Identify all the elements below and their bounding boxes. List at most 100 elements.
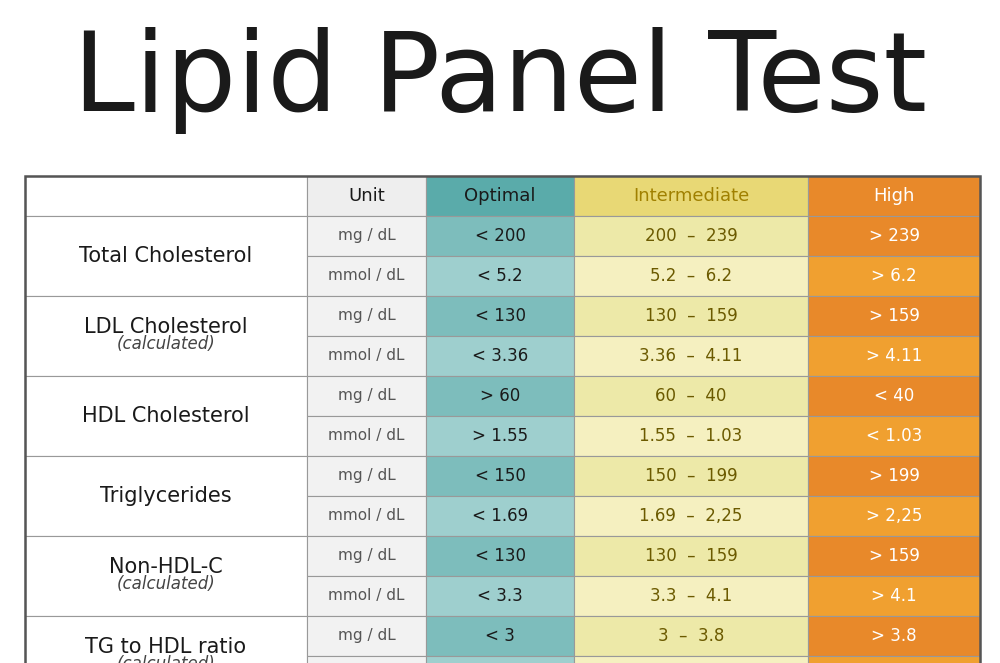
Text: 3  –  3.8: 3 – 3.8 [658,627,724,644]
Text: mmol / dL: mmol / dL [328,428,405,443]
Bar [307,335,426,376]
Text: mmol / dL: mmol / dL [328,509,405,523]
Text: < 1.69: < 1.69 [472,507,528,524]
Bar [574,256,808,296]
Bar [426,376,574,416]
Text: Optimal: Optimal [464,187,536,205]
Text: > 6.2: > 6.2 [871,267,917,284]
Bar [25,455,307,536]
Bar [808,335,980,376]
Bar [426,296,574,335]
Bar [426,256,574,296]
Bar [574,215,808,256]
Bar [307,496,426,536]
Bar [574,575,808,616]
Bar [25,376,307,455]
Bar [574,616,808,656]
Text: < 3: < 3 [485,627,515,644]
Text: > 3.8: > 3.8 [871,627,917,644]
Text: > 159: > 159 [869,307,919,325]
Bar [307,575,426,616]
Bar [307,416,426,455]
Bar [25,176,307,215]
Bar [808,496,980,536]
Bar [25,616,307,663]
Text: < 40: < 40 [874,387,914,404]
Bar [307,256,426,296]
Text: mmol / dL: mmol / dL [328,588,405,603]
Bar [808,176,980,215]
Text: 3.3  –  4.1: 3.3 – 4.1 [650,587,732,605]
Text: High: High [873,187,915,205]
Text: > 159: > 159 [869,547,919,565]
Text: (calculated): (calculated) [116,335,215,353]
Bar [307,455,426,496]
Bar [426,215,574,256]
Text: mg / dL: mg / dL [338,389,395,403]
Bar [808,575,980,616]
Bar [808,616,980,656]
Text: mmol / dL: mmol / dL [328,269,405,283]
Text: TG to HDL ratio: TG to HDL ratio [85,637,246,657]
Text: (calculated): (calculated) [116,656,215,663]
Bar [25,536,307,616]
Bar [426,455,574,496]
Text: < 5.2: < 5.2 [477,267,523,284]
Text: < 200: < 200 [475,227,526,245]
Bar [808,656,980,663]
Text: 200  –  239: 200 – 239 [645,227,737,245]
Bar [426,416,574,455]
Bar [808,536,980,575]
Text: 130  –  159: 130 – 159 [645,547,737,565]
Text: LDL Cholesterol: LDL Cholesterol [84,317,248,337]
Bar [574,335,808,376]
Text: > 239: > 239 [869,227,920,245]
Bar [25,215,307,296]
Bar [25,296,307,376]
Text: < 150: < 150 [475,467,526,485]
Bar [426,176,574,215]
Text: Non-HDL-C: Non-HDL-C [109,557,223,577]
Bar [808,416,980,455]
Text: < 130: < 130 [475,307,526,325]
Text: 5.2  –  6.2: 5.2 – 6.2 [650,267,732,284]
Text: Triglycerides: Triglycerides [100,486,232,506]
Bar [307,296,426,335]
Bar [574,296,808,335]
Text: mg / dL: mg / dL [338,629,395,643]
Bar [426,496,574,536]
Bar [426,335,574,376]
Text: 1.69  –  2,25: 1.69 – 2,25 [639,507,743,524]
Bar [426,616,574,656]
Text: mg / dL: mg / dL [338,228,395,243]
Bar [426,536,574,575]
Text: mg / dL: mg / dL [338,308,395,323]
Text: Unit: Unit [348,187,385,205]
Bar [808,215,980,256]
Bar [307,215,426,256]
Bar [808,296,980,335]
Text: HDL Cholesterol: HDL Cholesterol [82,406,250,426]
Bar [574,536,808,575]
Text: 150  –  199: 150 – 199 [645,467,737,485]
Bar [574,496,808,536]
Text: mg / dL: mg / dL [338,548,395,563]
Text: 3.36  –  4.11: 3.36 – 4.11 [639,347,743,365]
Text: (calculated): (calculated) [116,575,215,593]
Bar [574,416,808,455]
Bar [574,455,808,496]
Bar [574,176,808,215]
Text: Lipid Panel Test: Lipid Panel Test [73,27,927,133]
Bar [307,616,426,656]
Bar [574,376,808,416]
Bar [808,256,980,296]
Text: Intermediate: Intermediate [633,187,749,205]
Text: < 3.36: < 3.36 [472,347,528,365]
Text: > 199: > 199 [869,467,919,485]
Bar [25,176,980,663]
Bar [307,176,426,215]
Text: > 4.11: > 4.11 [866,347,922,365]
Text: > 4.1: > 4.1 [871,587,917,605]
Text: < 1.03: < 1.03 [866,427,922,445]
Text: mg / dL: mg / dL [338,468,395,483]
